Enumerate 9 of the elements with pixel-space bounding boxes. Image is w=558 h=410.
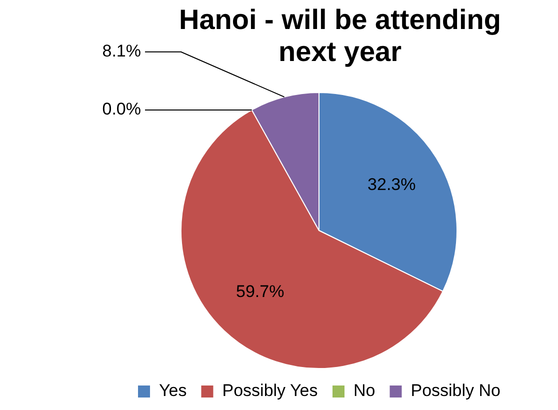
legend-label: Yes: [159, 381, 187, 400]
data-label: 59.7%: [236, 282, 284, 302]
data-label: 32.3%: [368, 174, 416, 194]
legend-label: Possibly No: [410, 381, 500, 400]
data-label: 8.1%: [102, 42, 141, 61]
chart-title: Hanoi - will be attending next year: [178, 4, 502, 68]
legend-label: No: [354, 381, 376, 400]
legend-label: Possibly Yes: [222, 381, 318, 400]
text: 0.0%: [102, 100, 141, 119]
